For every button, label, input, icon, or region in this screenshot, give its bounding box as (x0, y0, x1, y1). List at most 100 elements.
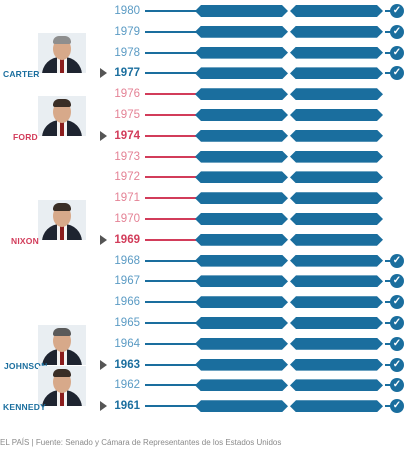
year-row: 1974 (0, 126, 414, 146)
house-bar (290, 338, 383, 350)
senate-bar (195, 379, 288, 391)
senate-bar (195, 296, 288, 308)
year-row: 1980 ✓ (0, 1, 414, 21)
president-name: KENNEDY (3, 402, 46, 413)
president-start-arrow (100, 359, 107, 370)
year-label: 1972 (114, 171, 140, 184)
majority-connector (385, 72, 393, 75)
house-bar (290, 109, 383, 121)
connector-line (145, 72, 197, 75)
year-row: 1961 ✓ (0, 396, 414, 416)
senate-bar (195, 400, 288, 412)
portrait-hair (53, 369, 71, 378)
year-row: 1967 ✓ (0, 271, 414, 291)
house-bar (290, 359, 383, 371)
connector-line (145, 322, 197, 324)
check-icon: ✓ (390, 45, 404, 60)
check-icon: ✓ (390, 295, 404, 310)
president-portrait (38, 199, 86, 240)
year-label: 1964 (114, 337, 140, 350)
connector-line (145, 114, 197, 116)
year-row: 1975 (0, 105, 414, 125)
house-bar (290, 67, 383, 79)
connector-line (145, 342, 197, 345)
check-icon: ✓ (390, 66, 404, 81)
senate-bar (195, 192, 288, 204)
president-portrait (38, 95, 86, 136)
connector-line (145, 30, 197, 33)
portrait-tie (60, 225, 64, 240)
portrait-tie (60, 392, 64, 407)
year-label: 1966 (114, 296, 140, 309)
majority-connector (385, 280, 393, 283)
connector-line (145, 51, 197, 54)
year-label: 1974 (114, 129, 140, 142)
year-label: 1971 (114, 192, 140, 205)
year-label: 1963 (114, 358, 140, 371)
connector-line (145, 176, 197, 179)
connector-line (145, 218, 197, 220)
year-label: 1975 (114, 109, 140, 121)
president-name: JOHNSON (4, 360, 48, 371)
president-start-arrow (100, 234, 107, 245)
check-icon: ✓ (390, 357, 404, 372)
house-bar (290, 317, 383, 329)
check-icon: ✓ (390, 316, 404, 330)
connector-line (145, 259, 197, 262)
senate-bar (195, 255, 288, 267)
check-icon: ✓ (390, 336, 404, 351)
majority-connector (385, 30, 393, 33)
year-label: 1961 (114, 400, 140, 413)
connector-line (145, 93, 197, 96)
house-bar (290, 213, 383, 225)
senate-bar (195, 67, 288, 79)
senate-bar (195, 359, 288, 371)
house-bar (290, 400, 383, 412)
senate-bar (195, 275, 288, 287)
connector-line (145, 238, 197, 241)
senate-bar (195, 88, 288, 100)
senate-bar (195, 130, 288, 142)
house-bar (290, 26, 383, 38)
year-row: 1966 ✓ (0, 292, 414, 312)
house-bar (290, 296, 383, 308)
majority-connector (385, 384, 393, 387)
president-name: FORD (13, 131, 38, 142)
check-icon: ✓ (390, 24, 404, 39)
year-label: 1970 (114, 213, 140, 225)
year-label: 1980 (114, 5, 140, 17)
year-row: 1969 (0, 230, 414, 250)
majority-connector (385, 405, 393, 408)
majority-connector (385, 363, 393, 366)
connector-line (145, 405, 197, 408)
house-bar (290, 171, 383, 183)
president-portrait (38, 324, 86, 365)
year-label: 1968 (114, 254, 140, 267)
year-label: 1973 (114, 150, 140, 163)
senate-bar (195, 338, 288, 350)
majority-connector (385, 301, 393, 304)
year-row: 1978 ✓ (0, 43, 414, 63)
year-row: 1979 ✓ (0, 22, 414, 42)
senate-bar (195, 47, 288, 59)
year-row: 1970 (0, 209, 414, 229)
house-bar (290, 47, 383, 59)
check-icon: ✓ (390, 4, 404, 18)
senate-bar (195, 213, 288, 225)
president-name: NIXON (11, 235, 39, 246)
house-bar (290, 5, 383, 17)
senate-bar (195, 109, 288, 121)
connector-line (145, 301, 197, 304)
connector-line (145, 197, 197, 200)
year-row: 1965 ✓ (0, 313, 414, 333)
portrait-tie (60, 121, 64, 136)
connector-line (145, 155, 197, 158)
president-name: CARTER (3, 69, 40, 80)
check-icon: ✓ (390, 253, 404, 268)
senate-bar (195, 234, 288, 246)
president-portrait (38, 33, 86, 74)
house-bar (290, 234, 383, 246)
portrait-hair (53, 36, 71, 45)
president-start-arrow (100, 401, 107, 412)
